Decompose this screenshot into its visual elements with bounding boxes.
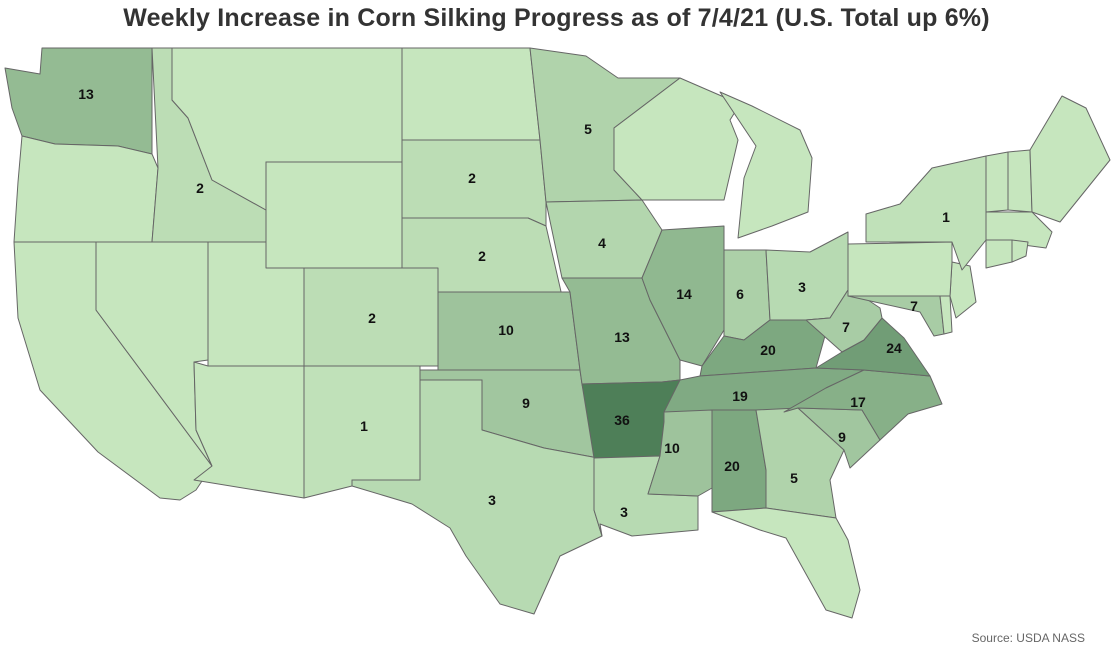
state-fl bbox=[711, 507, 861, 619]
source-note: Source: USDA NASS bbox=[971, 631, 1085, 645]
state-label-wa: 13 bbox=[78, 86, 94, 102]
state-label-nm: 1 bbox=[360, 418, 368, 434]
state-il bbox=[641, 225, 725, 367]
state-label-ok: 9 bbox=[522, 395, 530, 411]
state-label-nc: 17 bbox=[850, 394, 866, 410]
state-label-mn: 5 bbox=[584, 121, 592, 137]
state-pa bbox=[847, 241, 953, 297]
state-label-ga: 5 bbox=[790, 470, 798, 486]
state-ma bbox=[985, 211, 1053, 249]
state-nc bbox=[783, 369, 943, 441]
state-wy bbox=[265, 161, 403, 269]
state-nj bbox=[949, 261, 977, 319]
state-nh bbox=[1007, 149, 1033, 213]
state-label-ar: 36 bbox=[614, 412, 630, 428]
state-me bbox=[1029, 95, 1111, 223]
state-label-ks: 10 bbox=[498, 322, 514, 338]
state-label-sc: 9 bbox=[838, 429, 846, 445]
state-label-la: 3 bbox=[620, 504, 628, 520]
state-label-md: 7 bbox=[910, 298, 918, 314]
state-label-ky: 20 bbox=[760, 342, 776, 358]
state-wi bbox=[613, 77, 741, 201]
state-nd bbox=[401, 47, 541, 141]
state-label-ms: 10 bbox=[664, 440, 680, 456]
state-vt bbox=[985, 151, 1009, 213]
state-label-tn: 19 bbox=[732, 388, 748, 404]
state-mi bbox=[719, 91, 813, 239]
state-label-tx: 3 bbox=[488, 492, 496, 508]
state-label-oh: 3 bbox=[798, 279, 806, 295]
state-label-mo: 13 bbox=[614, 329, 630, 345]
state-oh bbox=[765, 231, 849, 321]
state-label-ne: 2 bbox=[478, 248, 486, 264]
state-label-al: 20 bbox=[724, 458, 740, 474]
state-label-ny: 1 bbox=[942, 209, 950, 225]
state-label-ia: 4 bbox=[598, 235, 606, 251]
state-tx bbox=[351, 379, 603, 615]
map-title: Weekly Increase in Corn Silking Progress… bbox=[123, 4, 990, 32]
state-label-id: 2 bbox=[196, 180, 204, 196]
state-label-va: 24 bbox=[886, 340, 902, 356]
state-label-in: 6 bbox=[736, 286, 744, 302]
state-label-co: 2 bbox=[368, 310, 376, 326]
state-or bbox=[13, 135, 159, 243]
state-ri bbox=[1011, 239, 1029, 263]
state-wv bbox=[805, 289, 883, 353]
state-az bbox=[193, 361, 305, 499]
state-label-sd: 2 bbox=[468, 170, 476, 186]
state-value-labels: 13 2 2 1 2 2 10 9 3 5 4 13 36 3 14 6 3 20 19 10 20 5 9 17 24 7 7 1 bbox=[78, 86, 950, 520]
state-label-il: 14 bbox=[676, 286, 692, 302]
state-ct bbox=[985, 239, 1013, 269]
state-label-wv: 7 bbox=[842, 319, 850, 335]
state-shapes bbox=[4, 47, 1111, 619]
